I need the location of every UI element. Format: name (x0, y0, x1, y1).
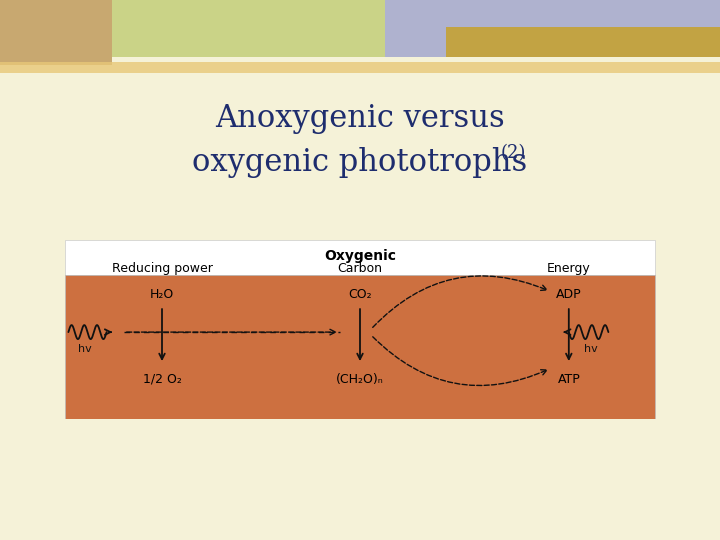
Text: (2): (2) (500, 144, 526, 163)
Text: hv: hv (583, 344, 598, 354)
FancyBboxPatch shape (446, 27, 720, 57)
Text: ATP: ATP (557, 373, 580, 386)
Text: (CH₂O)ₙ: (CH₂O)ₙ (336, 373, 384, 386)
FancyBboxPatch shape (385, 0, 720, 57)
Text: Anoxygenic versus: Anoxygenic versus (215, 103, 505, 134)
FancyBboxPatch shape (0, 0, 112, 65)
FancyBboxPatch shape (385, 0, 720, 57)
Text: 1/2 O₂: 1/2 O₂ (143, 373, 181, 386)
Text: CO₂: CO₂ (348, 288, 372, 301)
FancyBboxPatch shape (65, 240, 655, 275)
Text: hv: hv (78, 344, 92, 354)
Text: ADP: ADP (556, 288, 582, 301)
Text: oxygenic phototrophs: oxygenic phototrophs (192, 146, 528, 178)
FancyBboxPatch shape (0, 62, 720, 73)
Text: Reducing power: Reducing power (112, 262, 212, 275)
Text: Energy: Energy (547, 262, 590, 275)
FancyBboxPatch shape (0, 418, 720, 540)
Text: H₂O: H₂O (150, 288, 174, 301)
Text: Carbon: Carbon (338, 262, 382, 275)
FancyBboxPatch shape (65, 275, 655, 418)
FancyBboxPatch shape (112, 0, 385, 57)
FancyBboxPatch shape (112, 0, 385, 57)
Text: Oxygenic: Oxygenic (324, 249, 396, 263)
